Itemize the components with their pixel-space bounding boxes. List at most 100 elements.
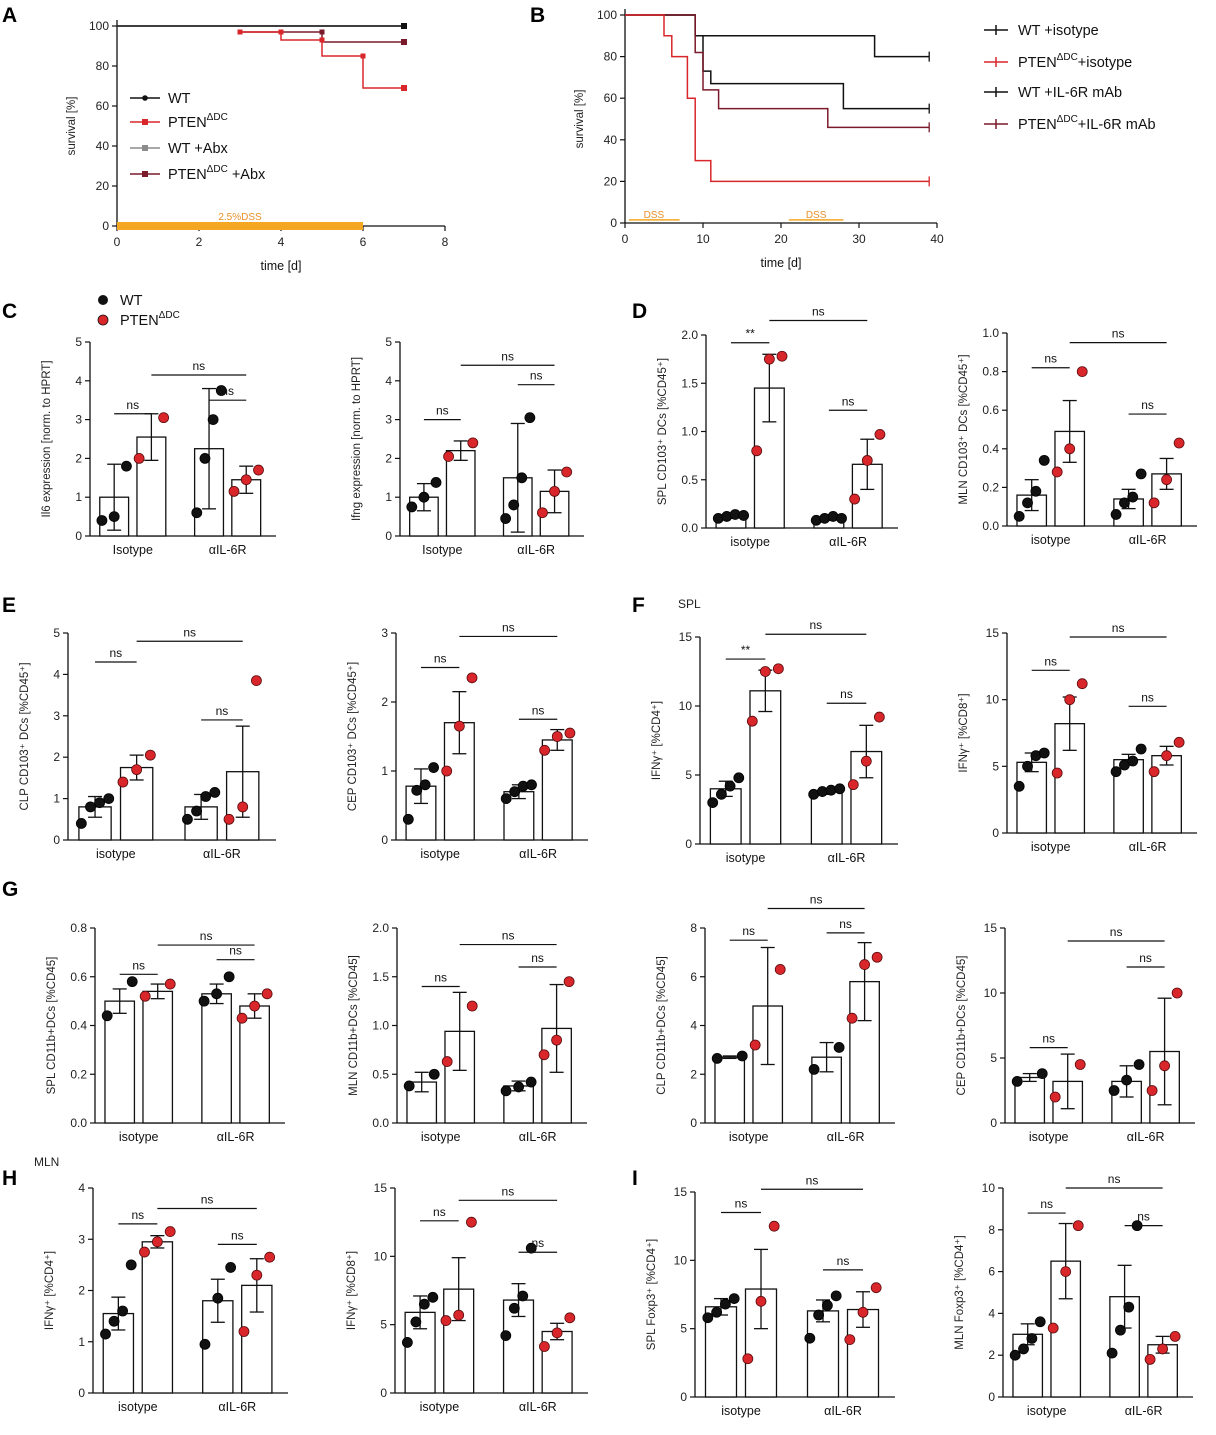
significance-label: ns [501,349,514,363]
y-tick-label: 5 [680,1322,687,1336]
significance-label: ns [532,703,545,717]
y-tick-label: 0.0 [70,1116,87,1130]
y-tick-label: 5 [990,1051,997,1065]
bar [104,1000,136,1124]
data-point [402,813,414,825]
data-point [403,1080,415,1092]
data-point [1123,1301,1135,1313]
data-point [517,1290,529,1302]
data-point [1173,736,1185,748]
x-tick-label: 8 [442,235,449,249]
data-point [1110,766,1122,778]
panel-label-E: E [2,594,16,617]
survival-plot-a: 0 20 40 60 80 100 0 2 4 6 8 survival [%] time [d] 2.5… [66,19,449,273]
bar-chart-C1: 0 1 2 3 4 5 Il6 expression [norm. to HPRT] ns ns… [41,335,276,557]
data-point [719,1298,731,1310]
bar [541,1330,573,1394]
x-category-label: isotype [1027,1404,1067,1418]
data-point [549,485,560,497]
panel-label-G: G [2,878,18,901]
y-tick-label: 0 [680,1390,687,1404]
data-point [1072,1220,1084,1232]
bar [445,449,476,537]
bar [239,1005,270,1124]
data-point [830,1290,842,1302]
data-point [215,385,227,396]
data-point [200,791,212,802]
x-category-label: αIL-6R [1129,533,1167,547]
data-point [209,786,221,798]
data-point [508,499,520,511]
dss-label-a: 2.5%DSS [218,212,262,223]
data-point [251,1269,263,1281]
bar-chart-F2: 0 5 10 15 IFNγ⁺ [%CD8⁺] ns ns ns isotype αIL-6R [958,621,1197,854]
data-point [711,1053,723,1064]
data-point [1159,1060,1170,1072]
data-point [1051,767,1063,779]
data-point [101,1010,113,1022]
data-point [1135,468,1147,480]
x-category-label: isotype [118,1400,158,1414]
data-point [443,451,454,462]
data-point [755,1295,767,1307]
legend-b-ptenil: PTENΔDC+IL-6R mAb [1018,114,1156,133]
significance-label: ns [502,1184,515,1198]
y-tick-label: 2 [53,750,60,764]
data-point [1038,747,1050,759]
data-point [211,988,223,1000]
survival-line-ptenil [625,14,930,129]
bar-chart-G4: 0 5 10 15 CEP CD11b+DCs [%CD45] ns ns ns isotype… [956,921,1195,1144]
y-tick-label: 15 [374,1181,388,1195]
data-point [264,1251,276,1263]
legend-c: WT PTENΔDC [97,293,180,329]
y-tick-label: 10 [674,1253,688,1267]
y-tick-label: 1 [75,490,82,504]
y-tick-label: 1.5 [681,376,698,390]
x-category-label: αIL-6R [1125,1404,1163,1418]
significance-label: ** [745,327,755,341]
significance-label: ns [200,929,213,943]
bar-chart-G2: 0.0 0.5 1.0 1.5 2.0 MLN CD11b+DCs [%CD45] ns ns… [348,921,587,1144]
data-point [1161,474,1172,486]
y-tick-label: 0.0 [372,1116,389,1130]
data-point [742,1353,754,1365]
data-point [1022,497,1033,509]
data-point [1076,678,1088,690]
data-point [516,472,528,484]
x-tick-label: 10 [696,232,710,246]
y-tick-label: 20 [604,174,618,188]
data-point [1009,1349,1021,1361]
data-point [561,466,573,478]
data-point [500,793,512,804]
spl-tag: SPL [678,597,701,611]
bar [1054,723,1086,834]
y-tick-label: 80 [96,59,110,73]
data-point [237,801,249,813]
data-point [874,428,886,440]
bar-chart-G3: 0 2 4 6 8 CLP CD11b+DCs [%CD45] ns ns ns isotype α… [656,893,895,1144]
data-point [1115,1324,1126,1336]
legend-c-wt: WT [120,293,143,309]
data-point [508,1302,520,1314]
event-mark [278,29,284,35]
data-point [724,780,736,792]
data-point [1127,755,1139,767]
data-point [238,1326,250,1337]
y-tick-label: 10 [679,699,693,713]
data-point [772,663,784,675]
significance-label: ns [183,625,196,639]
data-point [551,1327,563,1339]
panel-label-B: B [530,4,545,27]
significance-label: ns [201,1193,214,1207]
panel-label-F: F [632,594,645,617]
data-point [1108,1085,1120,1096]
significance-label: ns [1141,398,1154,412]
data-point [411,784,423,796]
data-point [873,711,885,723]
data-point [563,976,575,988]
data-point [1049,1091,1061,1103]
x-category-label: Isotype [113,543,153,557]
dss-label-b2: DSS [806,210,827,221]
y-tick-label: 5 [385,335,392,349]
bar-chart-E1: 0 1 2 3 4 5 CLP CD103⁺ DCs [%CD45⁺] ns ns ns isoty… [19,625,276,861]
